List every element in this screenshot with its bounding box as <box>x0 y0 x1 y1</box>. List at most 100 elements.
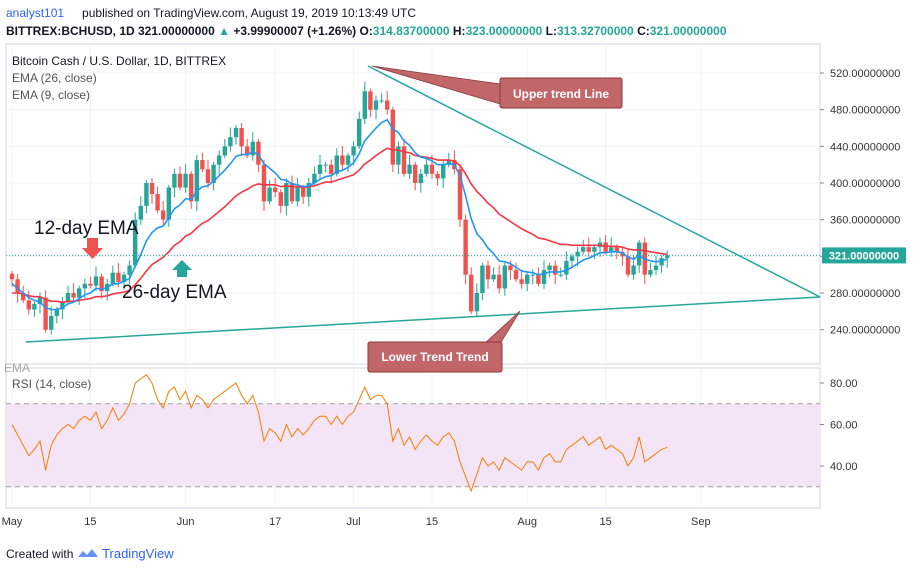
candle <box>127 260 132 285</box>
legend-ema-cut: EMA <box>4 361 30 375</box>
candle <box>194 155 199 211</box>
candle <box>463 214 468 285</box>
candle <box>620 246 625 266</box>
date-tick-label: 15 <box>84 516 96 528</box>
candle <box>480 262 485 301</box>
publish-header: analyst101 published on TradingView.com, … <box>6 6 416 20</box>
candle <box>93 266 99 291</box>
date-tick-label: Sep <box>691 516 711 528</box>
candle <box>222 139 227 159</box>
candle <box>497 265 502 294</box>
last-price-label: 321.00000000 <box>829 250 899 262</box>
candle <box>273 177 278 198</box>
price-pane[interactable] <box>5 43 821 365</box>
candle <box>373 95 379 120</box>
price-tick-label: 520.00000000 <box>830 68 900 80</box>
price-tick-label: 280.00000000 <box>830 288 900 300</box>
candle <box>401 139 407 177</box>
tradingview-logo-icon <box>77 549 98 557</box>
author-link[interactable]: analyst101 <box>6 6 65 20</box>
date-tick-label: May <box>2 516 23 528</box>
candle <box>88 276 93 289</box>
price-tick-label: 240.00000000 <box>830 325 900 337</box>
candle <box>665 250 670 268</box>
candle <box>407 155 412 179</box>
candle <box>502 262 507 296</box>
candle <box>592 244 597 260</box>
date-tick-label: 15 <box>599 516 611 528</box>
footer: Created with TradingView <box>6 546 174 561</box>
candle <box>149 177 155 204</box>
candle <box>603 235 608 255</box>
candle <box>71 283 76 303</box>
up-arrow-icon <box>172 260 192 277</box>
price-axis: 240.00000000280.00000000320.00000000360.… <box>820 68 900 337</box>
ema26-annotation: 26-day EMA <box>122 282 227 303</box>
upper-trend-callout: Upper trend Line <box>371 65 623 109</box>
candle <box>536 267 541 287</box>
candle <box>653 255 659 276</box>
candle <box>49 306 54 335</box>
candle <box>569 253 575 269</box>
candle <box>513 262 519 282</box>
candle <box>183 164 188 193</box>
candle <box>541 260 547 289</box>
candle <box>161 200 166 225</box>
price-tick-label: 480.00000000 <box>830 105 900 117</box>
candle <box>547 262 552 278</box>
candle <box>133 212 138 269</box>
candle <box>581 239 586 255</box>
candle <box>217 150 222 175</box>
candle <box>189 171 194 209</box>
candle <box>200 152 205 172</box>
candle <box>379 93 384 104</box>
candle <box>239 122 244 156</box>
candle <box>77 285 82 305</box>
legend-ema26: EMA (26, close) <box>12 71 97 85</box>
tradingview-link[interactable]: TradingView <box>102 546 174 561</box>
candle <box>648 262 653 278</box>
last-price-badge <box>822 247 906 264</box>
candle <box>155 186 160 214</box>
date-tick-label: Aug <box>517 516 537 528</box>
candle <box>228 127 233 152</box>
change-up-icon: ▲ <box>218 24 230 38</box>
candle <box>138 196 143 225</box>
open-label: O: <box>359 24 373 38</box>
candle <box>469 267 474 315</box>
candle <box>625 249 631 278</box>
ema-9-line <box>11 118 668 311</box>
candle <box>295 177 300 207</box>
candle <box>525 271 530 292</box>
candle <box>166 184 171 227</box>
candle <box>659 255 664 273</box>
last-price-tag: 321.00000000 <box>822 247 906 264</box>
candle <box>519 269 524 289</box>
candle <box>396 141 401 175</box>
candle <box>32 301 37 317</box>
candle <box>385 90 390 115</box>
ema12-annotation: 12-day EMA <box>34 218 139 239</box>
down-arrow-icon <box>82 238 103 259</box>
close-label: C: <box>637 24 650 38</box>
candle <box>233 125 239 145</box>
legend-ema9: EMA (9, close) <box>12 88 90 102</box>
candle <box>250 132 255 161</box>
rsi-tick-label: 60.00 <box>830 420 858 432</box>
high-value: 323.00000000 <box>465 24 543 38</box>
rsi-tick-label: 40.00 <box>830 461 858 473</box>
candle <box>390 106 395 172</box>
symbol-header: BITTREX:BCHUSD, 1D 321.00000000 ▲ +3.999… <box>6 24 727 38</box>
candle <box>43 290 48 333</box>
candle <box>340 145 345 170</box>
date-tick-label: Jun <box>177 516 195 528</box>
candle <box>306 177 311 207</box>
high-label: H: <box>452 24 466 38</box>
lower-trend-callout: Lower Trend Trend <box>367 310 521 373</box>
upper-callout-box <box>499 77 623 109</box>
candle <box>609 237 614 257</box>
lower-callout-box <box>367 341 503 373</box>
candle <box>329 159 334 184</box>
close-value: 321.00000000 <box>649 24 727 38</box>
